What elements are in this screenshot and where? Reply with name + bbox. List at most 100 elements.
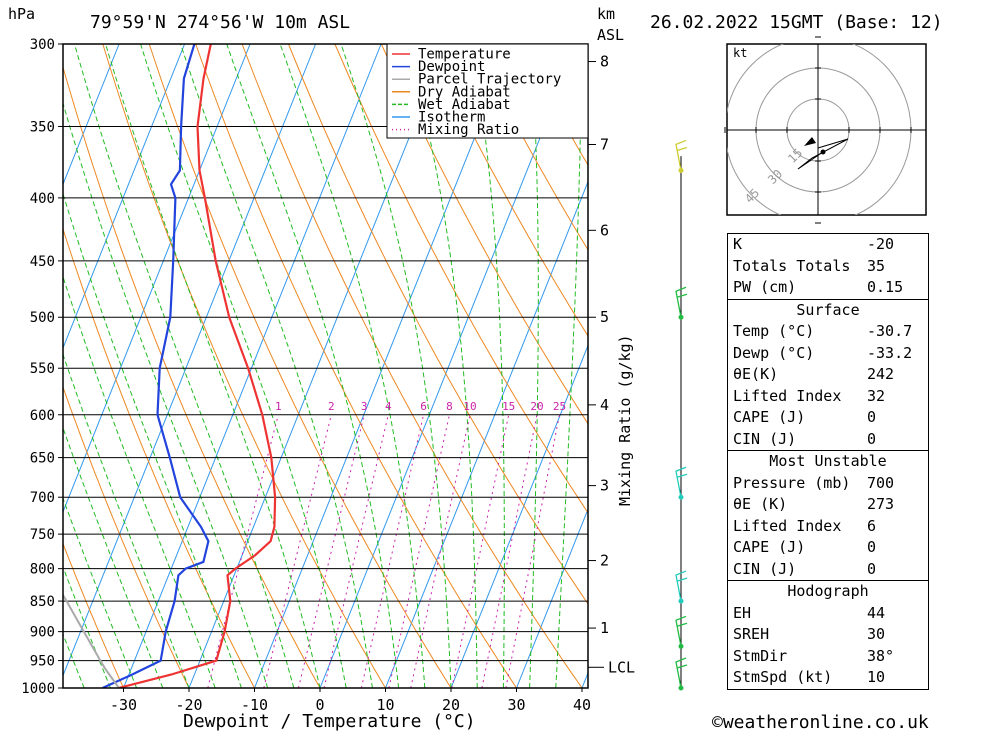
dewpoint-line xyxy=(102,44,210,688)
hodograph-stats-section: Hodograph EH 44 SREH 30 StmDir 38° StmSpd (… xyxy=(728,580,928,689)
pressure-tick-label: 750 xyxy=(30,527,55,543)
wet-adiabat-line xyxy=(529,44,539,688)
wind-barb-icon xyxy=(675,286,687,318)
index-row: Totals Totals 35 xyxy=(733,256,886,275)
dry-adiabat-line xyxy=(427,44,588,338)
index-row: StmDir 38° xyxy=(733,646,895,665)
pressure-tick-label: 300 xyxy=(30,37,55,53)
temperature-tick-label: 20 xyxy=(442,696,460,714)
index-row: SREH 30 xyxy=(733,625,886,643)
wind-level-dot xyxy=(678,314,684,320)
wind-barb-feather xyxy=(676,622,688,627)
pressure-tick-label: 900 xyxy=(30,625,55,641)
temperature-tick-label: 0 xyxy=(315,696,324,714)
temperature-tick-label: -20 xyxy=(175,696,202,714)
hodograph-trace xyxy=(797,138,849,170)
mixing-ratio-line xyxy=(481,414,538,688)
index-row: θE(K) 242 xyxy=(733,365,895,383)
index-row: Dewp (°C) -33.2 xyxy=(733,343,913,362)
legend-entry-label: Wet Adiabat xyxy=(418,97,511,113)
wet-adiabat-line xyxy=(63,192,242,688)
wet-adiabat-line xyxy=(406,44,478,688)
isotherm-line xyxy=(516,507,588,688)
index-row: StmSpd (kt) 10 xyxy=(733,668,886,686)
wind-level-dot xyxy=(678,494,684,500)
km-tick-label: 8 xyxy=(600,53,609,71)
mixing-ratio-label: 4 xyxy=(385,400,392,413)
wind-barb-icon xyxy=(675,657,687,689)
isotherm-line xyxy=(63,44,186,350)
dry-adiabat-line xyxy=(63,542,124,688)
dry-adiabat-line xyxy=(473,44,588,251)
km-tick-label: 5 xyxy=(600,308,609,326)
isotherm-line xyxy=(188,44,448,688)
hodograph: kt 15 30 45 xyxy=(724,36,927,224)
mixing-ratio-line xyxy=(451,414,510,688)
hodograph-unit: kt xyxy=(733,46,747,60)
mixing-ratio-line xyxy=(297,414,365,688)
pressure-tick-label: 650 xyxy=(30,451,55,467)
km-tick-label: 6 xyxy=(600,221,609,239)
index-row: Lifted Index 6 xyxy=(733,516,877,535)
mixing-ratio-line xyxy=(410,414,471,688)
isotherm-line xyxy=(63,44,120,186)
isotherm-line xyxy=(319,44,579,688)
wind-barb-icon xyxy=(675,615,687,647)
temperature-tick-label: -10 xyxy=(241,696,268,714)
pressure-tick-label: 800 xyxy=(30,562,55,578)
mixing-ratio-line xyxy=(207,414,279,688)
wet-adiabat-line xyxy=(279,44,426,688)
wind-barb-feather xyxy=(676,664,688,669)
wind-barb-icon xyxy=(675,139,687,171)
mixing-ratio-line xyxy=(323,414,389,688)
index-row: K -20 xyxy=(733,235,895,253)
wind-barb-feather xyxy=(676,577,688,582)
wet-adiabat-line xyxy=(555,44,583,688)
temperature-tick-label: 30 xyxy=(507,696,525,714)
isotherm-line xyxy=(63,44,251,514)
wet-adiabat-line xyxy=(105,44,321,688)
pressure-tick-label: 350 xyxy=(30,119,55,135)
x-axis-label: Dewpoint / Temperature (°C) xyxy=(183,711,476,732)
mixing-ratio-label: 1 xyxy=(275,400,282,413)
wind-level-dot xyxy=(678,685,684,691)
pressure-tick-label: 850 xyxy=(30,594,55,610)
index-row: Temp (°C) -30.7 xyxy=(733,322,913,340)
temperature-tick-label: 40 xyxy=(573,696,591,714)
temperature-tick-label: -30 xyxy=(110,696,137,714)
copyright: ©weatheronline.co.uk xyxy=(712,712,929,733)
mixing-ratio-label: 8 xyxy=(446,400,453,413)
most-unstable-section: Most Unstable Pressure (mb) 700 θE (K) 273… xyxy=(728,450,928,580)
wind-barb-icon xyxy=(675,466,687,498)
legend-entry-label: Temperature xyxy=(418,47,511,63)
legend-entry-label: Mixing Ratio xyxy=(418,122,519,138)
pressure-tick-label: 500 xyxy=(30,310,55,326)
index-row: Pressure (mb) 700 xyxy=(733,473,895,492)
wind-barb-feather xyxy=(676,473,688,478)
asl-unit-label: ASL xyxy=(597,26,624,44)
wet-adiabat-line xyxy=(63,497,138,688)
pressure-tick-label: 1000 xyxy=(21,681,55,697)
km-tick-label: 2 xyxy=(600,552,609,570)
dry-adiabat-line xyxy=(380,44,588,425)
wet-adiabat-line xyxy=(63,426,164,688)
km-unit-label: km xyxy=(597,5,615,23)
legend-entry-label: Dewpoint xyxy=(418,59,485,75)
index-row: CAPE (J) 0 xyxy=(733,408,877,426)
pressure-tick-label: 550 xyxy=(30,361,55,377)
legend-entry-label: Dry Adiabat xyxy=(418,84,511,100)
mixing-ratio-axis-label: Mixing Ratio (g/kg) xyxy=(616,334,634,506)
pressure-tick-label: 950 xyxy=(30,654,55,670)
km-tick-label: 4 xyxy=(600,396,609,414)
index-row: Lifted Index 32 xyxy=(733,386,886,405)
storm-motion-arrow-icon xyxy=(804,137,816,146)
mixing-ratio-line xyxy=(505,414,560,688)
mixing-ratio-label: 2 xyxy=(328,400,335,413)
dry-adiabat-line xyxy=(334,44,588,514)
mixing-ratio-label: 20 xyxy=(530,400,543,413)
wind-barb-feather xyxy=(676,293,688,298)
wet-adiabat-line xyxy=(63,101,269,688)
mixing-ratio-label: 6 xyxy=(420,400,427,413)
